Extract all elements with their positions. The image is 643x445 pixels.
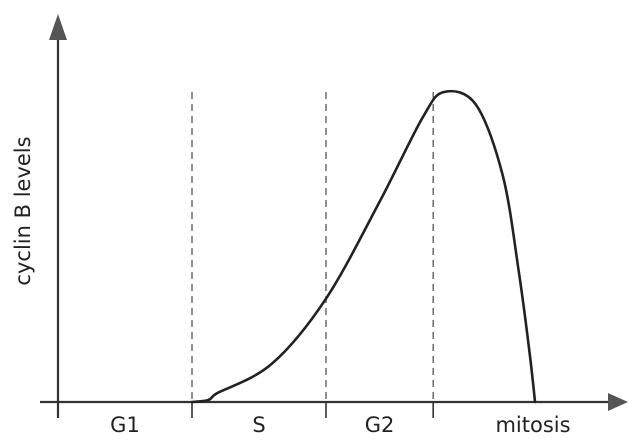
phase-label-g1: G1 xyxy=(110,413,140,437)
y-axis-title: cyclin B levels xyxy=(11,136,35,285)
y-axis-arrowhead xyxy=(49,14,67,40)
phase-labels: G1 S G2 mitosis xyxy=(110,413,570,437)
phase-label-s: S xyxy=(252,413,265,437)
phase-boundaries xyxy=(191,92,434,402)
x-axis-arrowhead xyxy=(608,393,628,411)
phase-label-mitosis: mitosis xyxy=(495,413,570,437)
cyclin-b-curve xyxy=(190,89,537,404)
phase-label-g2: G2 xyxy=(365,413,395,437)
x-axis-ticks xyxy=(191,402,435,418)
